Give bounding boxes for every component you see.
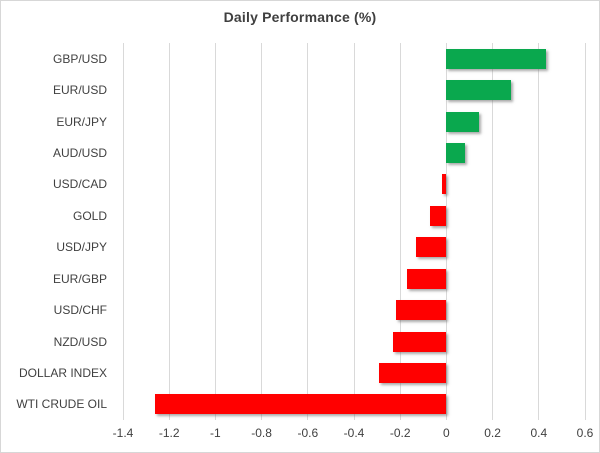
gridline (122, 43, 124, 420)
gridline (168, 43, 170, 420)
gridline (307, 43, 309, 420)
gridline (584, 43, 586, 420)
category-label: GOLD (72, 208, 107, 223)
bar-usd-jpy (416, 237, 447, 258)
x-tick-label: 0 (443, 426, 450, 440)
x-tick-label: -0.2 (389, 426, 411, 440)
x-tick-label: 0.2 (484, 426, 501, 440)
category-label: WTI CRUDE OIL (16, 397, 107, 412)
category-label: AUD/USD (52, 145, 107, 160)
bar-usd-cad (441, 174, 447, 195)
bar-dollar-index (379, 362, 447, 383)
category-label: USD/CHF (53, 303, 107, 318)
category-label: EUR/USD (52, 83, 107, 98)
category-label: EUR/GBP (52, 271, 107, 286)
x-tick-label: -0.4 (343, 426, 365, 440)
x-tick-label: -1.2 (158, 426, 180, 440)
bar-usd-chf (395, 300, 447, 320)
bar-gbp-usd (446, 48, 546, 69)
x-axis: -1.4 -1.2 -1 -0.8 -0.6 -0.4 -0.2 0 0.2 0.4 0.6 (113, 422, 594, 446)
x-tick-label: 0.4 (530, 426, 548, 440)
plot-area (122, 43, 586, 420)
bar-eur-jpy (446, 111, 479, 132)
gridline (261, 43, 263, 420)
x-tick-label: -1 (210, 426, 221, 440)
x-tick-label: -1.4 (112, 426, 134, 440)
category-label: USD/CAD (52, 177, 107, 192)
gridline (492, 43, 494, 420)
category-label: NZD/USD (53, 334, 107, 349)
x-tick-label: 0.6 (576, 426, 594, 440)
x-tick-label: -0.6 (297, 426, 319, 440)
bar-nzd-usd (393, 331, 447, 352)
category-axis-labels: GBP/USD EUR/USD EUR/JPY AUD/USD USD/CAD GOLD U… (1, 43, 115, 420)
gridline (399, 43, 401, 420)
gridline (353, 43, 355, 420)
bar-gold (430, 205, 447, 226)
category-label: EUR/JPY (56, 114, 107, 129)
gridline (538, 43, 540, 420)
category-label: DOLLAR INDEX (18, 365, 107, 380)
gridline (214, 43, 216, 420)
bar-eur-gbp (407, 268, 447, 289)
x-tick-label: -0.8 (251, 426, 272, 440)
bar-wti-crude-oil (155, 394, 447, 415)
gridline (445, 43, 447, 420)
bar-aud-usd (446, 143, 465, 163)
bar-eur-usd (446, 80, 512, 101)
chart-title: Daily Performance (%) (223, 9, 377, 25)
category-label: USD/JPY (56, 240, 107, 255)
category-label: GBP/USD (52, 51, 107, 66)
